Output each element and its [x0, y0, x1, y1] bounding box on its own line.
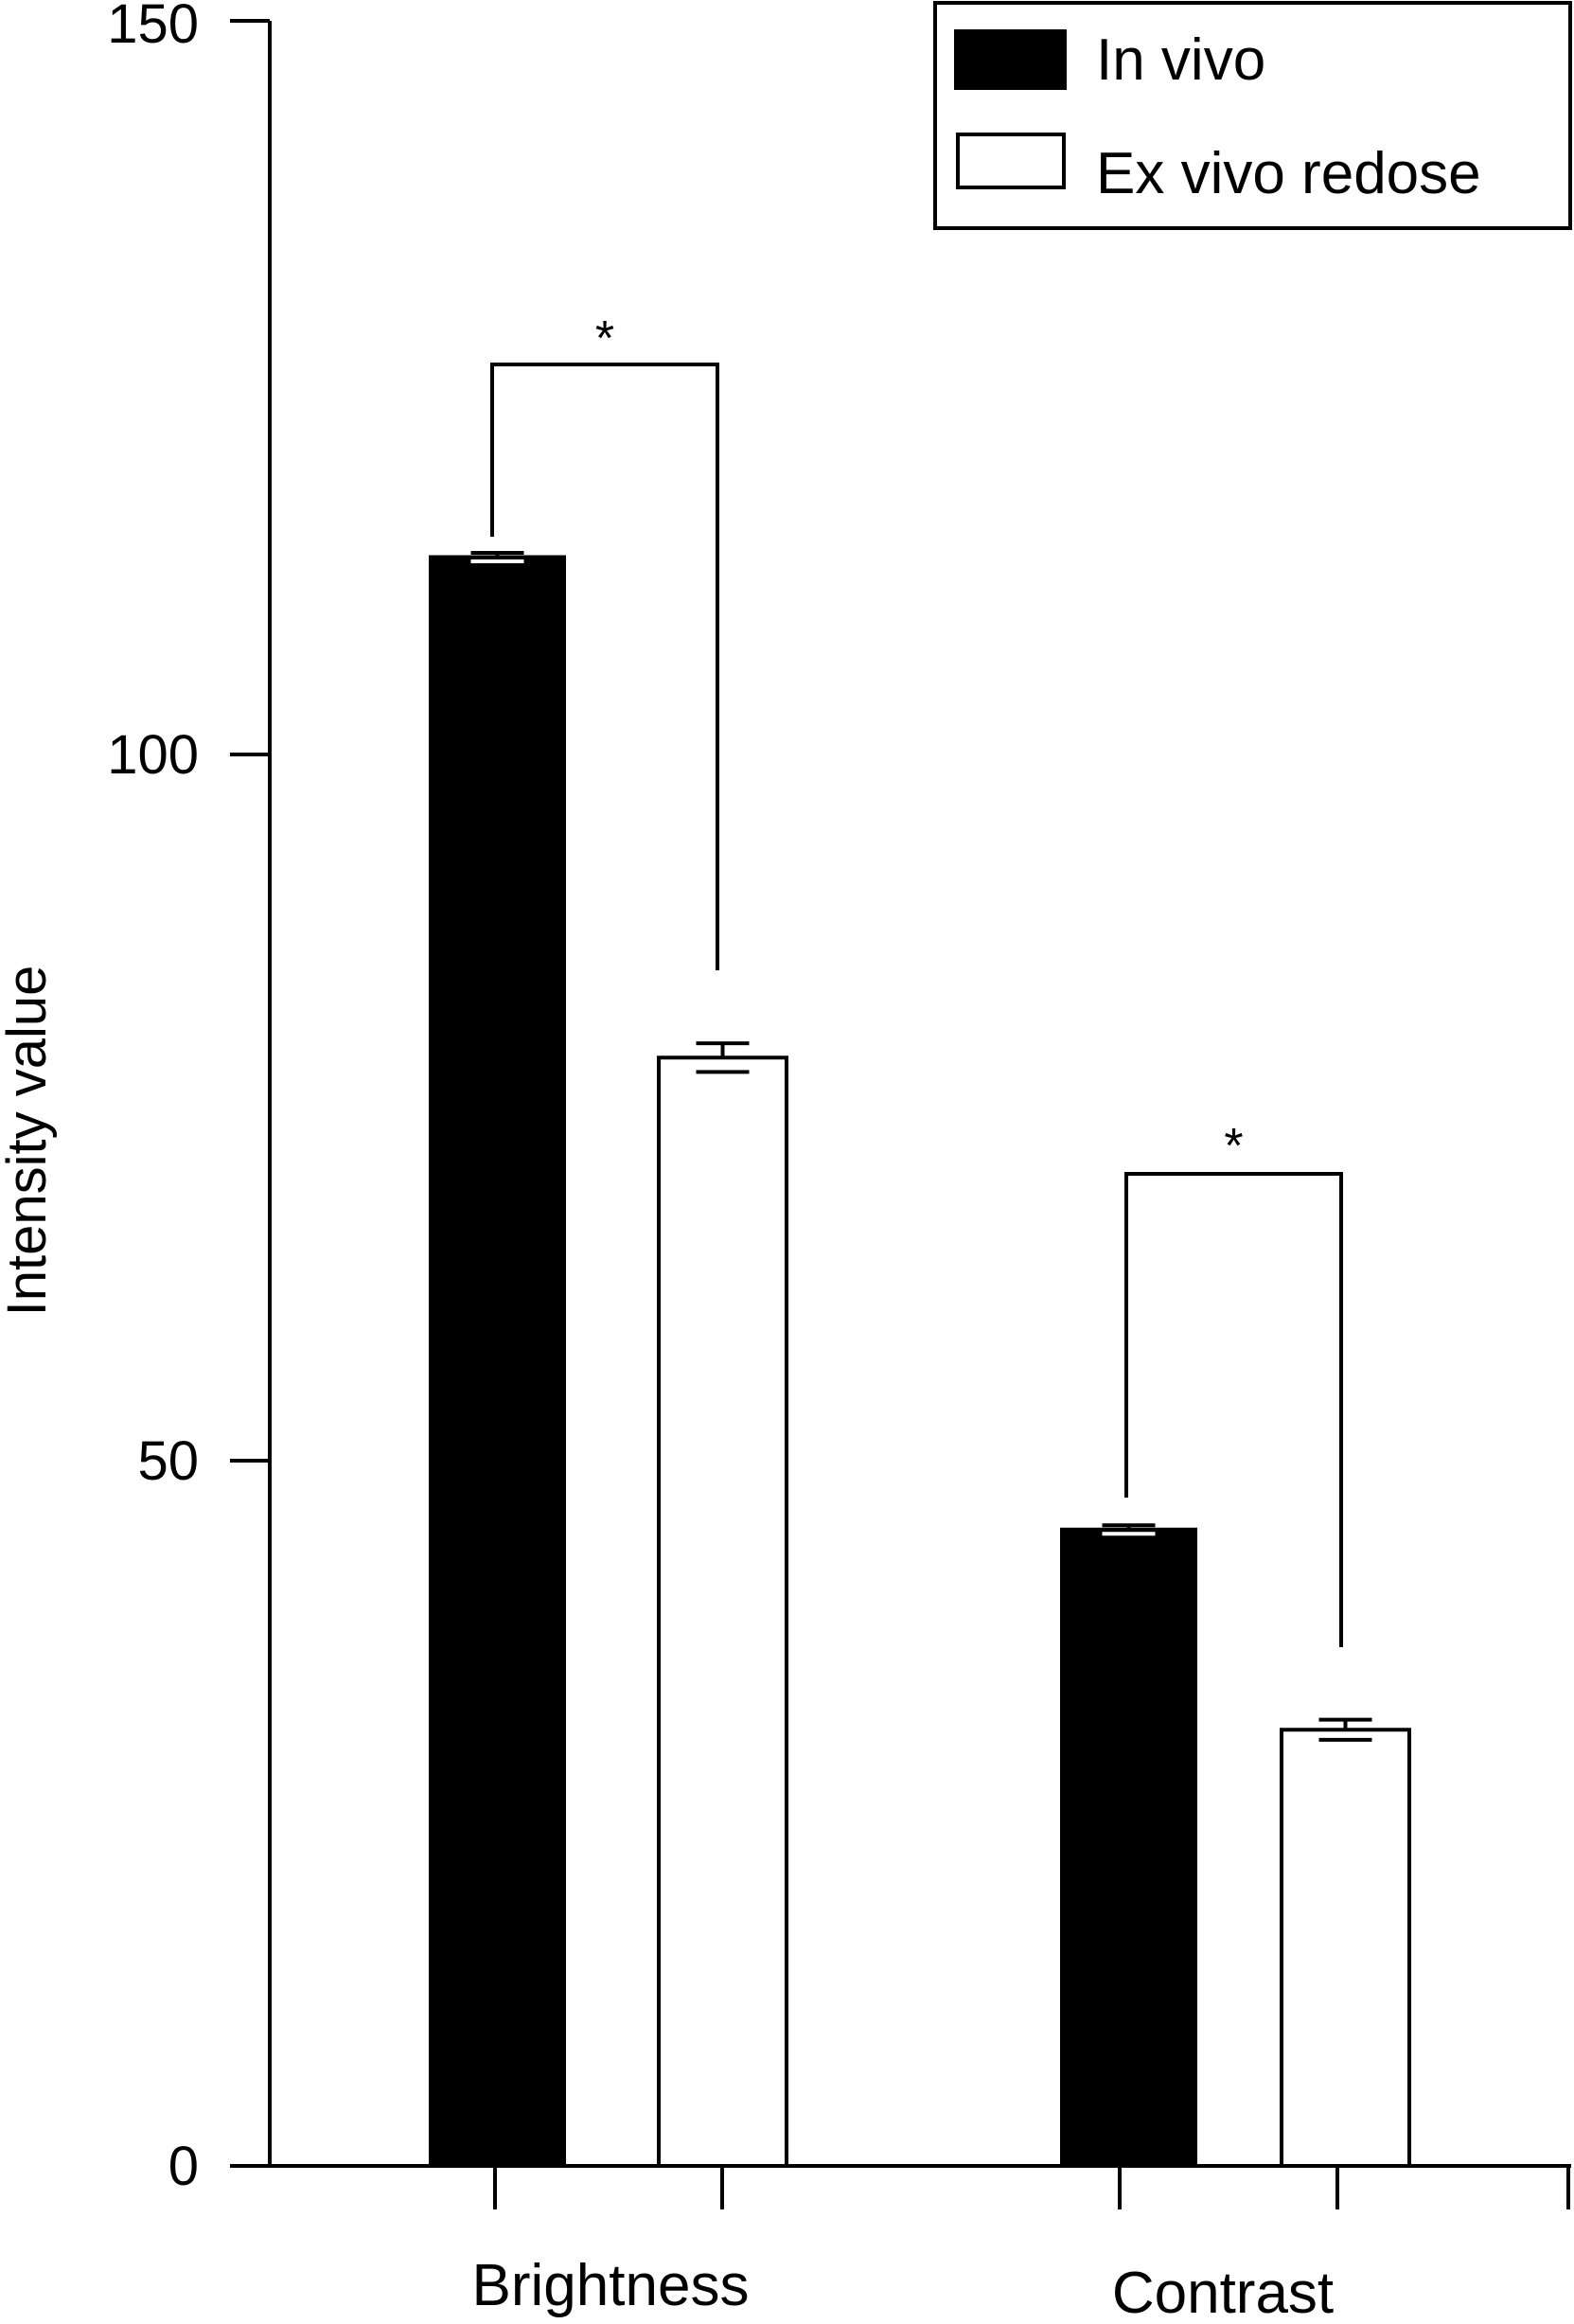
significance-bracket-contrast [1124, 1172, 1343, 1647]
y-tick-label: 150 [107, 0, 199, 55]
legend-swatch-in-vivo [954, 29, 1067, 90]
error-bars [470, 550, 1372, 1742]
category-label-brightness: Brightness [472, 2253, 750, 2318]
legend-label-ex-vivo-redose: Ex vivo redose [1096, 141, 1481, 206]
legend: In vivo Ex vivo redose [933, 1, 1572, 230]
significance-brackets: ** [490, 311, 1343, 1647]
bar-brightness-in-vivo [429, 555, 566, 2168]
y-tick-label: 100 [107, 724, 199, 786]
significance-star-contrast: * [1224, 1119, 1243, 1174]
bar-brightness-ex-vivo-redose [657, 1056, 788, 2168]
significance-bracket-brightness [490, 363, 719, 970]
y-tick-label: 50 [137, 1430, 199, 1492]
bar-contrast-in-vivo [1060, 1527, 1197, 2168]
significance-star-brightness: * [595, 311, 614, 366]
x-ticks [493, 2166, 1570, 2209]
legend-swatch-ex-vivo-redose [956, 133, 1066, 189]
category-label-contrast: Contrast [1112, 2261, 1334, 2324]
y-axis-label: Intensity value [0, 966, 58, 1317]
bars [429, 555, 1411, 2169]
legend-label-in-vivo: In vivo [1096, 27, 1265, 93]
y-ticks [230, 19, 270, 2168]
y-tick-label: 0 [168, 2136, 199, 2197]
y-tick-labels: 0 50 100 150 [107, 0, 199, 2197]
bar-contrast-ex-vivo-redose [1280, 1728, 1411, 2169]
